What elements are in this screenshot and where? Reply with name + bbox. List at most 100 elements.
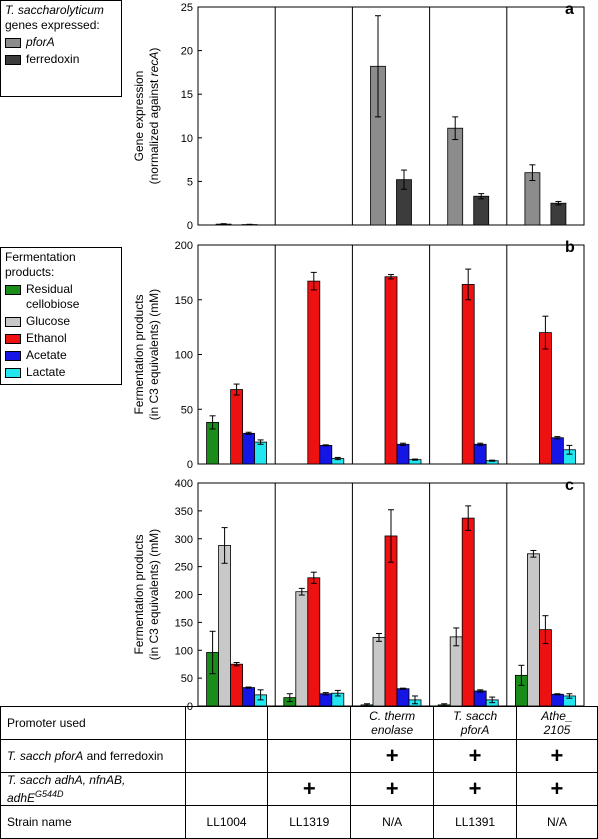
panel-a-bar-pforA [447, 127, 464, 226]
panel-b-bar-acetate [473, 443, 487, 465]
panel-b-ylabel-line2: (in C3 equivalents) (mM) [147, 289, 161, 420]
table-cell: + [515, 772, 598, 806]
table-cell [184, 739, 269, 773]
panel-c-bar-acetate [396, 688, 410, 707]
legend-a-title-rest: genes expressed: [5, 18, 100, 32]
table-row: T. sacch pforA and ferredoxin + + + [0, 739, 598, 773]
strain-table: Promoter used C. therm enolase T. sacch pfor… [0, 706, 598, 839]
panel-b-bar-acetate [319, 444, 333, 465]
panel-c-ytick-label: 50 [181, 673, 193, 685]
table-row: Promoter used C. therm enolase T. sacch pfor… [0, 706, 598, 740]
legend-b-swatch-lactate [5, 368, 21, 378]
panel-b-bar-ethanol [461, 284, 475, 465]
panel-c-bar-glucose [218, 545, 232, 707]
legend-a-swatch-ferredoxin [5, 55, 21, 65]
table-cell: + [433, 772, 517, 806]
table-cell: LL1004 [184, 805, 269, 839]
panel-b-ytick-label: 200 [175, 240, 193, 252]
legend-b-item-ethanol: Ethanol [1, 330, 121, 347]
panel-b-ytick-label: 150 [175, 295, 193, 307]
panel-a-ytick-label: 10 [181, 133, 193, 145]
panel-a-ytick-label: 5 [187, 176, 193, 188]
table-row-label: T. sacch adhA, nfnAB, adhEG544D [0, 772, 186, 806]
panel-a-frame [197, 6, 585, 226]
panel-a-ytick-label: 20 [181, 46, 193, 58]
legend-b-swatch-ethanol [5, 334, 21, 344]
legend-a-label-ferredoxin: ferredoxin [26, 52, 80, 66]
panel-c-bar-glucose [372, 637, 386, 707]
table-cell: N/A [515, 805, 598, 839]
legend-b-label-glucose: Glucose [26, 314, 71, 328]
table-row-label: Promoter used [0, 706, 186, 740]
table-cell [184, 772, 269, 806]
legend-a-swatch-pforA [5, 38, 21, 48]
panel-b-ytick-label: 50 [181, 404, 193, 416]
table-cell: + [515, 739, 598, 773]
legend-gene-expression: T. saccharolyticum genes expressed: pfor… [0, 0, 122, 97]
legend-a-label-pforA: pforA [26, 35, 55, 49]
table-cell [184, 706, 269, 740]
panel-c-bar-glucose [449, 636, 463, 707]
table-cell [267, 739, 352, 773]
panel-b-bar-acetate [242, 432, 256, 465]
panel-a-ytick-label: 0 [187, 220, 193, 232]
legend-b-label-lactate: Lactate [26, 365, 66, 379]
panel-c-ytick-label: 300 [175, 534, 193, 546]
panel-c-ytick-label: 150 [175, 617, 193, 629]
table-cell [267, 706, 352, 740]
legend-b-item-acetate: Acetate [1, 347, 121, 364]
legend-a-title: T. saccharolyticum genes expressed: [1, 1, 121, 34]
panel-letter-a: a [565, 1, 574, 18]
panel-a-ylabel-line2: (normalized against recA) [147, 48, 161, 185]
panel-b-ytick-label: 100 [175, 350, 193, 362]
legend-b-item-glucose: Glucose [1, 313, 121, 330]
table-cell: LL1319 [267, 805, 352, 839]
legend-fermentation-products: Fermentation products: Residual cellobio… [0, 247, 122, 385]
table-row: T. sacch adhA, nfnAB, adhEG544D + + + + [0, 772, 598, 806]
table-cell: + [350, 739, 435, 773]
legend-b-item-residual_cellobiose: Residual cellobiose [1, 281, 121, 313]
legend-b-swatch-acetate [5, 351, 21, 361]
panel-b-bar-ethanol [230, 389, 244, 465]
panel-letter-b: b [565, 239, 575, 256]
table-cell: + [350, 772, 435, 806]
panel-a-ytick-label: 25 [181, 2, 193, 14]
panel-c-ylabel-line1: Fermentation products [132, 534, 146, 654]
panel-b-bar-acetate [551, 437, 564, 465]
panel-c-bar-acetate [473, 690, 487, 707]
panel-b-ylabel-line1: Fermentation products [132, 294, 146, 414]
panel-b-ytick-label: 0 [187, 459, 193, 471]
panel-c-bar-ethanol [307, 577, 321, 707]
table-cell: + [433, 739, 517, 773]
panel-b-bar-ethanol [307, 280, 321, 465]
panel-a-bar-ferredoxin [550, 202, 567, 226]
legend-a-item-ferredoxin: ferredoxin [1, 51, 121, 68]
table-cell: + [267, 772, 352, 806]
panel-b-bar-lactate [254, 441, 268, 465]
panel-b-bar-ethanol [539, 332, 552, 465]
panel-b-bar-ethanol [384, 276, 398, 465]
legend-b-swatch-glucose [5, 317, 21, 327]
table-cell: C. therm enolase [350, 706, 435, 740]
panel-a-bar-ferredoxin [473, 195, 490, 226]
panel-b-bar-acetate [396, 443, 410, 465]
panel-c-ytick-label: 350 [175, 506, 193, 518]
panel-c-ylabel-line2: (in C3 equivalents) (mM) [147, 529, 161, 660]
panel-c-ytick-label: 250 [175, 562, 193, 574]
legend-b-label-acetate: Acetate [26, 348, 67, 362]
legend-b-swatch-residual_cellobiose [5, 285, 21, 295]
panel-c-bar-acetate [242, 687, 256, 707]
table-cell: Athe_ 2105 [515, 706, 598, 740]
table-cell: N/A [350, 805, 435, 839]
panel-c-bar-ethanol [461, 517, 475, 707]
table-row: Strain name LL1004 LL1319 N/A LL1391 N/A [0, 805, 598, 839]
panel-c-ytick-label: 200 [175, 590, 193, 602]
table-row-label: T. sacch pforA and ferredoxin [0, 739, 186, 773]
panel-a-ylabel-line1: Gene expression [132, 71, 146, 162]
panel-c-ytick-label: 100 [175, 645, 193, 657]
table-cell: T. sacch pforA [433, 706, 517, 740]
legend-b-title: Fermentation products: [5, 250, 76, 279]
legend-b-label-ethanol: Ethanol [26, 331, 67, 345]
panel-c-bar-glucose [527, 553, 540, 707]
panel-c-ytick-label: 400 [175, 478, 193, 490]
